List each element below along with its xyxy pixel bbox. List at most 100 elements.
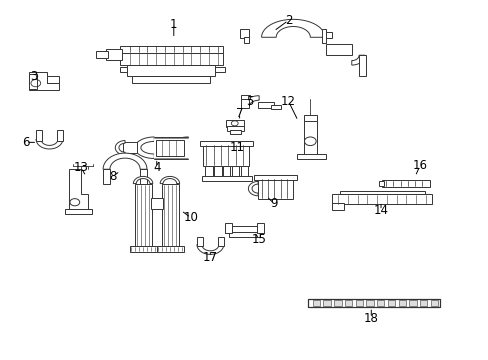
Polygon shape <box>132 76 210 83</box>
Polygon shape <box>161 184 178 248</box>
Polygon shape <box>29 72 59 90</box>
Polygon shape <box>326 32 331 39</box>
Polygon shape <box>160 176 179 184</box>
Polygon shape <box>261 19 325 37</box>
Polygon shape <box>135 137 154 158</box>
Polygon shape <box>122 142 137 153</box>
Polygon shape <box>366 300 373 306</box>
Polygon shape <box>133 176 153 184</box>
Polygon shape <box>103 168 110 184</box>
Polygon shape <box>96 51 108 58</box>
Polygon shape <box>378 181 383 186</box>
Polygon shape <box>157 246 183 252</box>
Polygon shape <box>248 181 258 196</box>
Polygon shape <box>224 223 232 233</box>
Polygon shape <box>331 194 431 204</box>
Polygon shape <box>312 300 320 306</box>
Polygon shape <box>120 53 222 65</box>
Text: 16: 16 <box>412 159 427 172</box>
Polygon shape <box>228 232 260 237</box>
Polygon shape <box>120 45 222 53</box>
Polygon shape <box>29 74 37 89</box>
Text: 12: 12 <box>280 95 295 108</box>
Polygon shape <box>243 37 249 43</box>
Polygon shape <box>168 137 188 158</box>
Text: 18: 18 <box>363 311 378 325</box>
Text: 3: 3 <box>30 69 38 82</box>
Text: 9: 9 <box>269 197 277 210</box>
Polygon shape <box>398 300 405 306</box>
Polygon shape <box>408 300 416 306</box>
Polygon shape <box>196 237 203 246</box>
Polygon shape <box>419 300 427 306</box>
Polygon shape <box>140 168 147 184</box>
Polygon shape <box>241 95 250 99</box>
Polygon shape <box>36 130 42 140</box>
Polygon shape <box>351 55 365 65</box>
Text: 14: 14 <box>373 204 388 217</box>
Polygon shape <box>331 203 344 211</box>
Polygon shape <box>151 198 162 209</box>
Text: 11: 11 <box>229 141 244 154</box>
Polygon shape <box>156 140 183 156</box>
Polygon shape <box>344 300 351 306</box>
Polygon shape <box>323 300 330 306</box>
Text: 10: 10 <box>183 211 198 224</box>
Polygon shape <box>333 300 341 306</box>
Polygon shape <box>127 65 215 76</box>
Polygon shape <box>339 191 424 194</box>
Text: 2: 2 <box>284 14 291 27</box>
Polygon shape <box>241 98 249 108</box>
Polygon shape <box>326 44 351 55</box>
Polygon shape <box>239 30 249 39</box>
Polygon shape <box>103 153 147 169</box>
Polygon shape <box>130 246 157 252</box>
Text: 6: 6 <box>22 136 30 149</box>
Polygon shape <box>358 55 366 76</box>
Polygon shape <box>217 237 224 246</box>
Polygon shape <box>203 144 249 166</box>
Polygon shape <box>199 140 253 145</box>
Polygon shape <box>355 300 362 306</box>
Text: 13: 13 <box>74 161 88 174</box>
Polygon shape <box>135 184 152 248</box>
Polygon shape <box>231 166 239 177</box>
Polygon shape <box>227 126 243 131</box>
Polygon shape <box>115 140 125 155</box>
Polygon shape <box>201 176 251 181</box>
Polygon shape <box>307 299 439 307</box>
Polygon shape <box>69 169 88 211</box>
Polygon shape <box>215 67 224 72</box>
Polygon shape <box>304 119 316 156</box>
Text: 17: 17 <box>203 251 218 264</box>
Polygon shape <box>229 130 240 134</box>
Polygon shape <box>205 166 212 177</box>
Polygon shape <box>47 76 59 83</box>
Polygon shape <box>225 120 244 127</box>
Polygon shape <box>321 30 326 43</box>
Polygon shape <box>376 300 384 306</box>
Polygon shape <box>154 137 188 159</box>
Polygon shape <box>57 130 63 140</box>
Text: 15: 15 <box>251 233 266 246</box>
Polygon shape <box>304 116 316 121</box>
Polygon shape <box>297 154 326 159</box>
Polygon shape <box>223 166 230 177</box>
Polygon shape <box>381 180 429 187</box>
Text: 1: 1 <box>170 18 177 31</box>
Text: 7: 7 <box>235 107 243 120</box>
Polygon shape <box>430 300 437 306</box>
Polygon shape <box>258 102 273 108</box>
Text: 5: 5 <box>245 95 253 108</box>
Polygon shape <box>65 210 92 214</box>
Polygon shape <box>258 178 293 199</box>
Polygon shape <box>224 226 264 233</box>
Polygon shape <box>105 49 122 60</box>
Polygon shape <box>120 67 127 72</box>
Polygon shape <box>36 139 63 149</box>
Text: 4: 4 <box>153 161 160 174</box>
Polygon shape <box>240 166 247 177</box>
Polygon shape <box>214 166 221 177</box>
Polygon shape <box>254 175 297 180</box>
Text: 8: 8 <box>109 170 116 183</box>
